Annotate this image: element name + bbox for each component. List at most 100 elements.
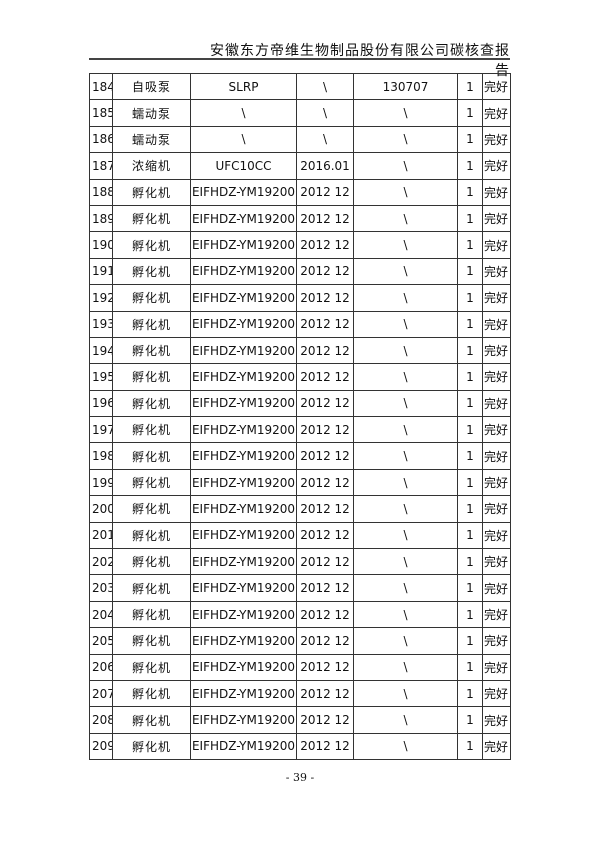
serial-number-cell: \ bbox=[353, 468, 458, 497]
quantity-cell: 1 bbox=[457, 653, 483, 681]
serial-number-cell: \ bbox=[353, 178, 458, 206]
status-cell: 完好 bbox=[482, 99, 511, 127]
row-number-cell: 200 bbox=[89, 495, 113, 523]
model-cell: EIFHDZ-YM19200 bbox=[190, 679, 297, 708]
row-number-cell: 191 bbox=[89, 257, 113, 286]
serial-number-cell: \ bbox=[353, 442, 458, 470]
date-cell: 2012 12 bbox=[296, 679, 354, 708]
row-number-cell: 199 bbox=[89, 468, 113, 497]
status-cell: 完好 bbox=[482, 468, 511, 497]
status-cell: 完好 bbox=[482, 284, 511, 312]
date-cell: 2012 12 bbox=[296, 336, 354, 365]
status-cell: 完好 bbox=[482, 627, 511, 655]
row-number-cell: 186 bbox=[89, 125, 113, 154]
equipment-name-cell: 孵化机 bbox=[112, 204, 191, 233]
quantity-cell: 1 bbox=[457, 178, 483, 206]
row-number-cell: 203 bbox=[89, 574, 113, 602]
date-cell: \ bbox=[296, 125, 354, 154]
equipment-name-cell: 孵化机 bbox=[112, 231, 191, 259]
row-number-cell: 193 bbox=[89, 310, 113, 338]
status-cell: 完好 bbox=[482, 336, 511, 365]
quantity-cell: 1 bbox=[457, 257, 483, 286]
model-cell: EIFHDZ-YM19200 bbox=[190, 653, 297, 681]
quantity-cell: 1 bbox=[457, 310, 483, 338]
model-cell: EIFHDZ-YM19200 bbox=[190, 600, 297, 629]
status-cell: 完好 bbox=[482, 732, 511, 761]
quantity-cell: 1 bbox=[457, 363, 483, 391]
equipment-name-cell: 孵化机 bbox=[112, 310, 191, 338]
date-cell: 2012 12 bbox=[296, 706, 354, 734]
equipment-name-cell: 孵化机 bbox=[112, 363, 191, 391]
date-cell: 2012 12 bbox=[296, 231, 354, 259]
header-divider bbox=[89, 58, 510, 60]
date-cell: 2012 12 bbox=[296, 363, 354, 391]
quantity-cell: 1 bbox=[457, 152, 483, 180]
serial-number-cell: \ bbox=[353, 627, 458, 655]
date-cell: 2012 12 bbox=[296, 600, 354, 629]
status-cell: 完好 bbox=[482, 442, 511, 470]
quantity-cell: 1 bbox=[457, 468, 483, 497]
date-cell: 2012 12 bbox=[296, 653, 354, 681]
equipment-name-cell: 孵化机 bbox=[112, 257, 191, 286]
model-cell: EIFHDZ-YM19200 bbox=[190, 231, 297, 259]
serial-number-cell: \ bbox=[353, 363, 458, 391]
row-number-cell: 201 bbox=[89, 521, 113, 550]
quantity-cell: 1 bbox=[457, 521, 483, 550]
date-cell: \ bbox=[296, 99, 354, 127]
status-cell: 完好 bbox=[482, 574, 511, 602]
quantity-cell: 1 bbox=[457, 706, 483, 734]
row-number-cell: 207 bbox=[89, 679, 113, 708]
equipment-name-cell: 孵化机 bbox=[112, 574, 191, 602]
equipment-name-cell: 孵化机 bbox=[112, 600, 191, 629]
equipment-name-cell: 孵化机 bbox=[112, 495, 191, 523]
model-cell: EIFHDZ-YM19200 bbox=[190, 416, 297, 444]
quantity-cell: 1 bbox=[457, 389, 483, 418]
row-number-cell: 188 bbox=[89, 178, 113, 206]
equipment-name-cell: 孵化机 bbox=[112, 178, 191, 206]
serial-number-cell: \ bbox=[353, 600, 458, 629]
equipment-name-cell: 孵化机 bbox=[112, 468, 191, 497]
serial-number-cell: 130707 bbox=[353, 72, 458, 101]
equipment-name-cell: 孵化机 bbox=[112, 627, 191, 655]
model-cell: EIFHDZ-YM19200 bbox=[190, 310, 297, 338]
model-cell: EIFHDZ-YM19200 bbox=[190, 548, 297, 576]
row-number-cell: 184 bbox=[89, 72, 113, 101]
row-number-cell: 204 bbox=[89, 600, 113, 629]
status-cell: 完好 bbox=[482, 178, 511, 206]
row-number-cell: 198 bbox=[89, 442, 113, 470]
quantity-cell: 1 bbox=[457, 679, 483, 708]
quantity-cell: 1 bbox=[457, 732, 483, 761]
quantity-cell: 1 bbox=[457, 99, 483, 127]
row-number-cell: 196 bbox=[89, 389, 113, 418]
table-row: 186蠕动泵\\\1完好 bbox=[89, 125, 511, 154]
model-cell: EIFHDZ-YM19200 bbox=[190, 257, 297, 286]
serial-number-cell: \ bbox=[353, 152, 458, 180]
date-cell: \ bbox=[296, 72, 354, 101]
row-number-cell: 195 bbox=[89, 363, 113, 391]
status-cell: 完好 bbox=[482, 495, 511, 523]
serial-number-cell: \ bbox=[353, 495, 458, 523]
status-cell: 完好 bbox=[482, 389, 511, 418]
serial-number-cell: \ bbox=[353, 99, 458, 127]
date-cell: 2012 12 bbox=[296, 548, 354, 576]
quantity-cell: 1 bbox=[457, 574, 483, 602]
row-number-cell: 205 bbox=[89, 627, 113, 655]
table-row: 185蠕动泵\\\1完好 bbox=[89, 99, 511, 127]
model-cell: EIFHDZ-YM19200 bbox=[190, 389, 297, 418]
model-cell: EIFHDZ-YM19200 bbox=[190, 284, 297, 312]
equipment-name-cell: 孵化机 bbox=[112, 548, 191, 576]
equipment-name-cell: 孵化机 bbox=[112, 679, 191, 708]
model-cell: EIFHDZ-YM19200 bbox=[190, 336, 297, 365]
